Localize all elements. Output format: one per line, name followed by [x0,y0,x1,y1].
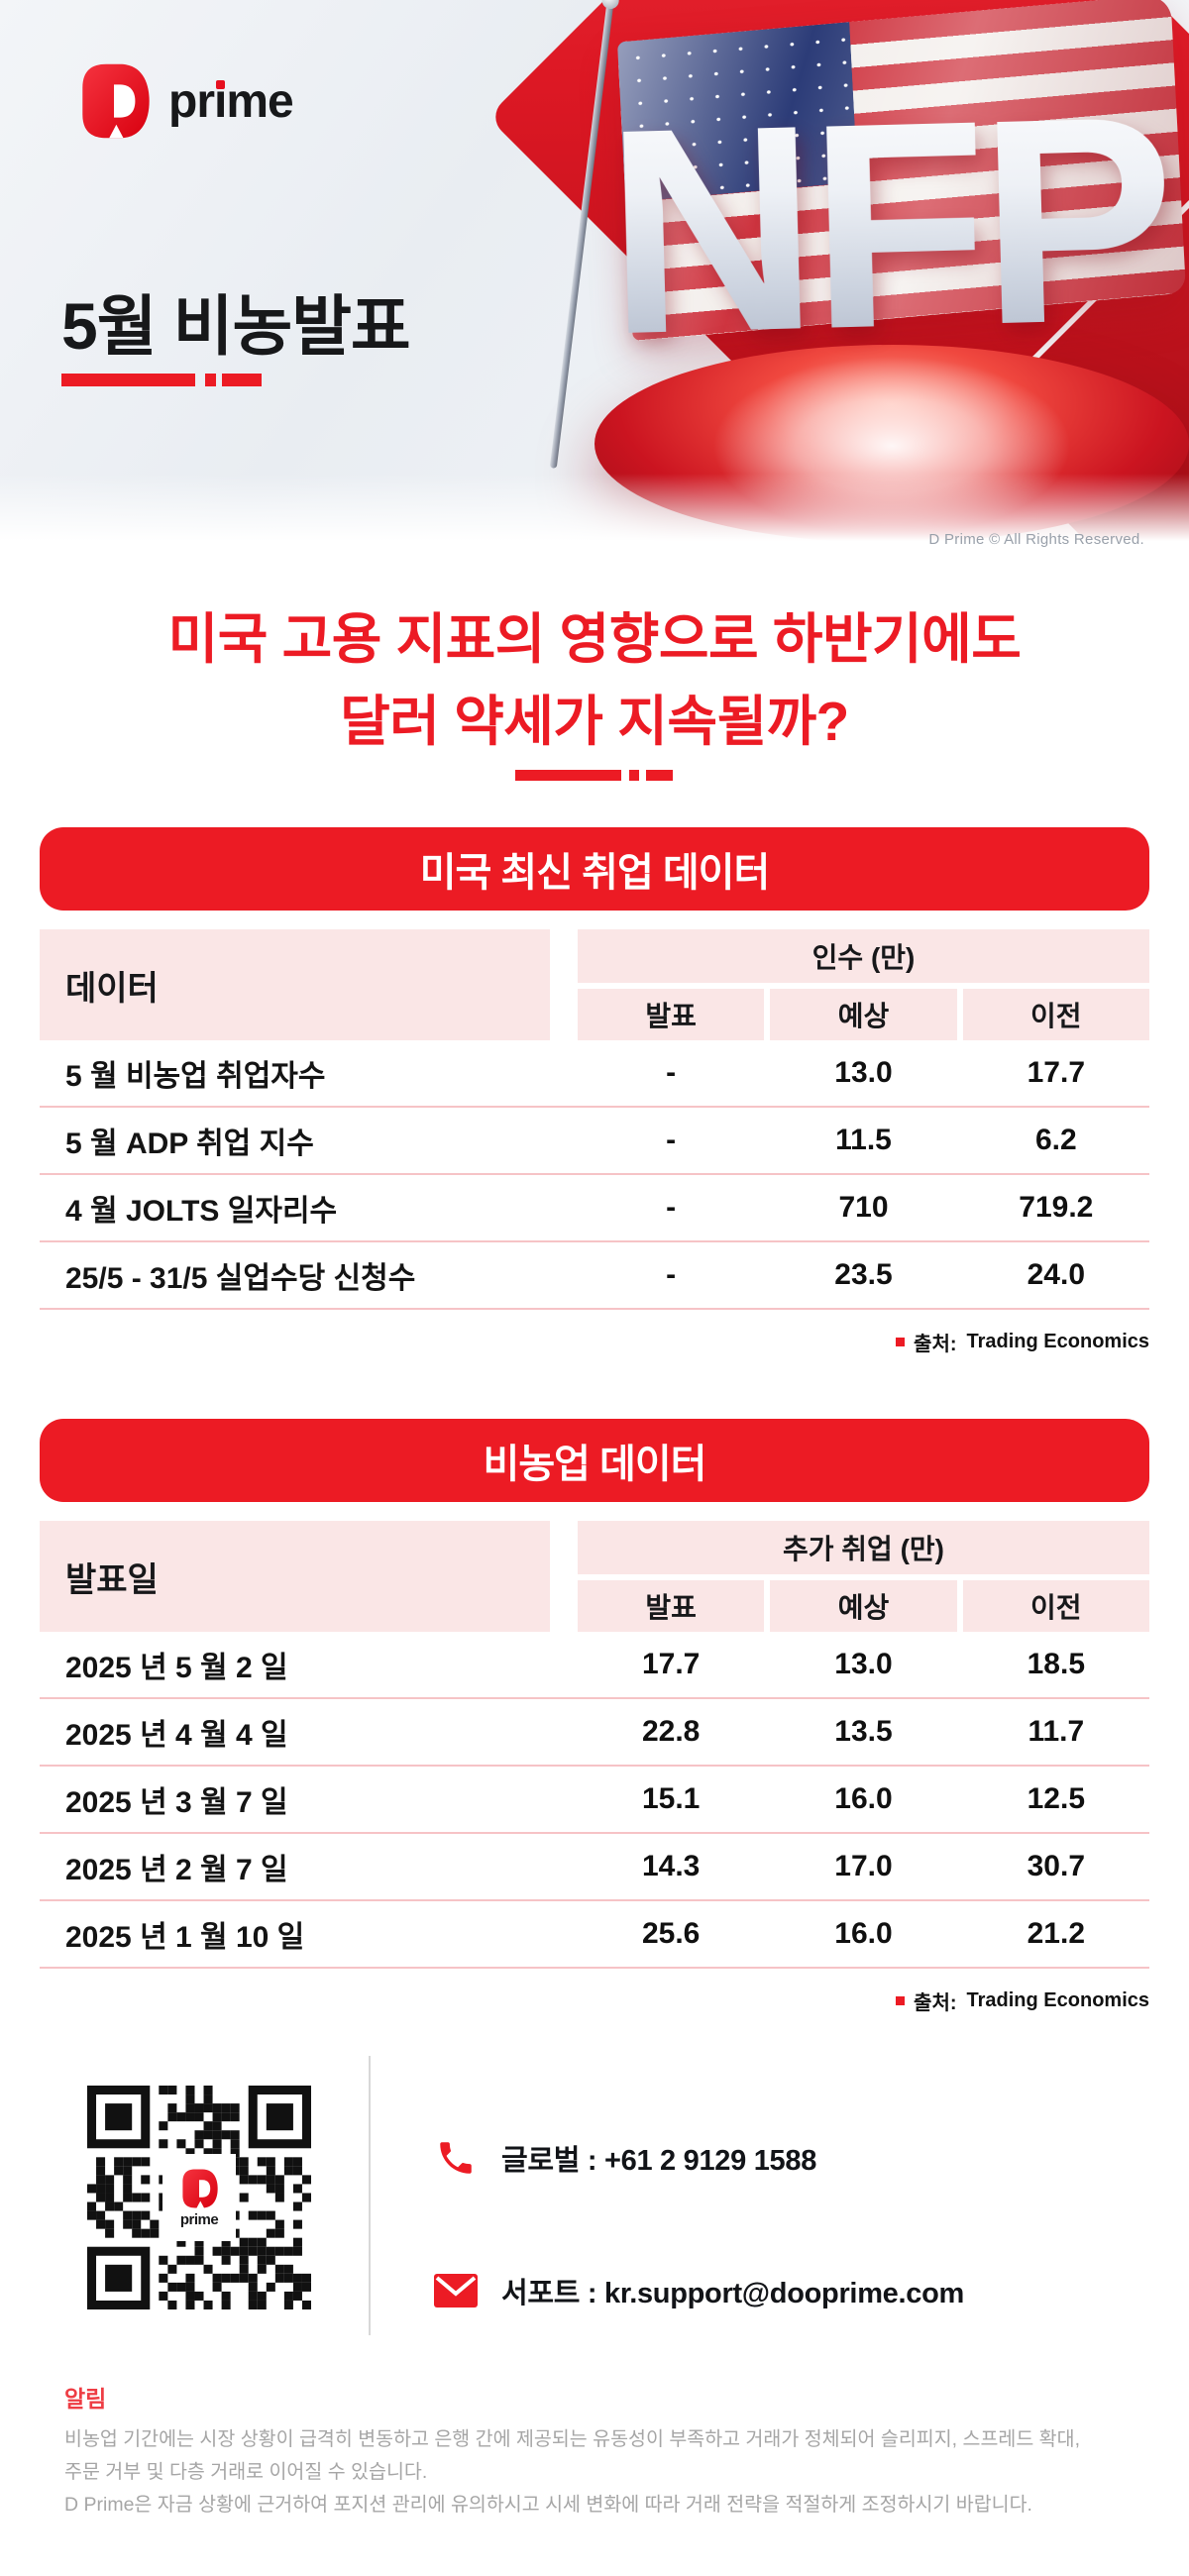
copyright-text: D Prime © All Rights Reserved. [928,531,1144,548]
dprime-logo-icon [82,63,150,139]
qr-center-logo: prime [162,2154,236,2241]
table-header: 데이터 인수 (만) 발표 예상 이전 [40,929,1149,1040]
table-row: 5 월 ADP 취업 지수 - 11.5 6.2 [40,1108,1149,1175]
main-title-underline-decor [515,770,673,781]
column-header-forecast: 예상 [770,989,957,1040]
main-question-title: 미국 고용 지표의 영향으로 하반기에도 달러 약세가 지속될까? [0,598,1189,762]
hero-title: 5월 비농발표 [61,289,411,363]
notice-line: 비농업 기간에는 시장 상황이 급격히 변동하고 은행 간에 제공되는 유동성이… [64,2428,1080,2450]
logo-text-i: ı [214,74,227,128]
phone-contact-row: 글로벌 : +61 2 9129 1588 [434,2136,816,2180]
table-row: 2025 년 1 월 10 일 25.6 16.0 21.2 [40,1901,1149,1969]
hero-bottom-fade [0,474,1189,553]
table-row: 25/5 - 31/5 실업수당 신청수 - 23.5 24.0 [40,1242,1149,1310]
table-row: 5 월 비농업 취업자수 - 13.0 17.7 [40,1040,1149,1108]
table-row: 2025 년 4 월 4 일 22.8 13.5 11.7 [40,1699,1149,1767]
notice-line: 주문 거부 및 다층 거래로 이어질 수 있습니다. [64,2461,428,2483]
notice-title: 알림 [64,2386,107,2412]
brand-logo-text: prıme [168,74,294,129]
column-header-previous: 이전 [962,989,1149,1040]
source-note: 출처: Trading Economics [40,1986,1149,2015]
support-email-text: 서포트 : kr.support@dooprime.com [501,2278,964,2309]
column-header-actual: 발표 [578,1580,765,1632]
email-contact-row: 서포트 : kr.support@dooprime.com [434,2269,964,2312]
notice-line: D Prime은 자금 상황에 근거하여 포지션 관리에 유의하시고 시세 변화… [64,2494,1032,2516]
source-bullet-decor [896,1996,906,2005]
source-note: 출처: Trading Economics [40,1328,1149,1356]
brand-logo: prıme [74,59,294,143]
section-title-bar: 미국 최신 취업 데이터 [40,827,1149,911]
column-header-previous: 이전 [962,1580,1149,1632]
logo-text-pr: pr [168,74,215,128]
column-header-data: 데이터 [40,929,550,1040]
nfp-data-card: 비농업 데이터 발표일 추가 취업 (만) 발표 예상 이전 2025 년 5 … [40,1419,1149,2015]
section-title-bar: 비농업 데이터 [40,1419,1149,1502]
source-bullet-decor [896,1338,906,1346]
column-header-date: 발표일 [40,1521,550,1632]
column-group-header: 인수 (만) [578,929,1149,983]
hero-title-underline-decor [61,374,262,386]
envelope-icon [434,2269,478,2312]
table-row: 4 월 JOLTS 일자리수 - 710 719.2 [40,1175,1149,1242]
hero-section: NFP prıme 5월 비농발표 D Prime © All Rights R… [0,0,1189,553]
contact-section: prime 글로벌 : +61 2 9129 1588 서포트 : kr.sup… [0,2041,1189,2358]
footer-notice: 알림 비농업 기간에는 시장 상황이 급격히 변동하고 은행 간에 제공되는 유… [64,2380,1144,2522]
qr-code-pattern [87,2086,311,2309]
qr-logo-text: prime [179,2211,219,2228]
table-row: 2025 년 2 월 7 일 14.3 17.0 30.7 [40,1834,1149,1901]
phone-number-text: 글로벌 : +61 2 9129 1588 [501,2145,817,2177]
column-group-header: 추가 취업 (만) [578,1521,1149,1574]
dprime-logo-icon [182,2169,218,2208]
column-header-actual: 발표 [578,989,765,1040]
table-header: 발표일 추가 취업 (만) 발표 예상 이전 [40,1521,1149,1632]
main-title-line2: 달러 약세가 지속될까? [340,690,849,752]
table-row: 2025 년 3 월 7 일 15.1 16.0 12.5 [40,1767,1149,1834]
column-header-forecast: 예상 [770,1580,957,1632]
vertical-divider [369,2056,371,2335]
hero-nfp-text: NFP [565,28,1189,424]
phone-icon [434,2136,478,2180]
logo-text-me: me [226,74,293,128]
qr-code: prime [87,2086,311,2309]
table-row: 2025 년 5 월 2 일 17.7 13.0 18.5 [40,1632,1149,1699]
us-jobs-data-card: 미국 최신 취업 데이터 데이터 인수 (만) 발표 예상 이전 5 월 비농업… [40,827,1149,1356]
main-title-line1: 미국 고용 지표의 영향으로 하반기에도 [167,608,1022,670]
